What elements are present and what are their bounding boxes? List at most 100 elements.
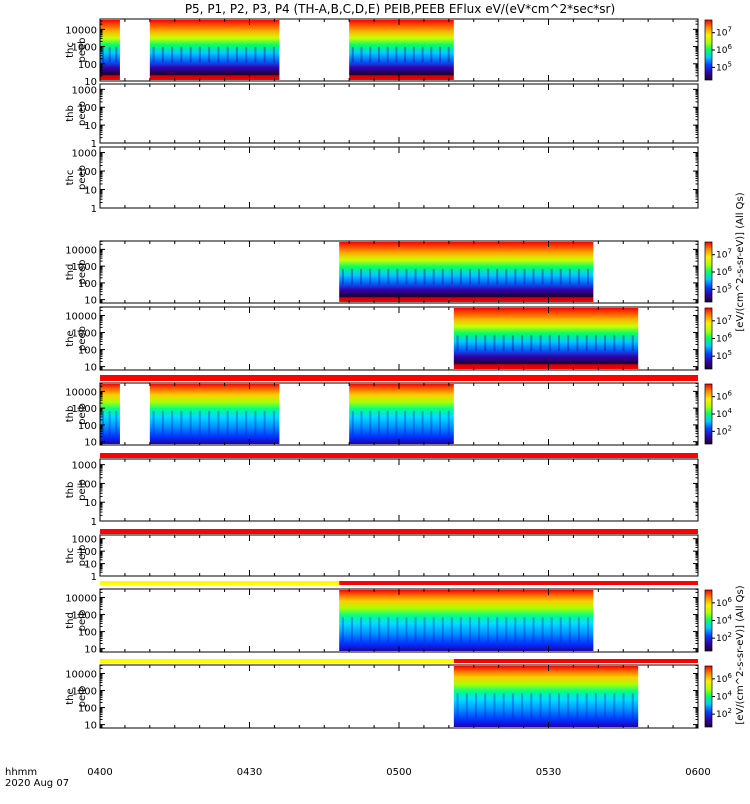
spectrogram-texture xyxy=(108,46,111,63)
spectrogram-texture xyxy=(115,410,118,436)
spectrogram-texture xyxy=(468,617,471,643)
spectrogram-texture xyxy=(613,335,616,352)
colorbar-label-ion: [eV/(cm^2-s-sr-eV)] (All Qs) xyxy=(735,585,746,724)
y-tick-label: 1000 xyxy=(72,611,97,622)
panel-label-product: peib xyxy=(77,686,88,708)
spectrogram-texture xyxy=(548,335,551,352)
spectrogram-texture xyxy=(622,335,625,352)
spectrogram-texture xyxy=(414,617,417,643)
panel-10-the-peib: 10 100 1000 10000 the peib 102 104 106 xyxy=(65,659,732,732)
spectrogram-texture xyxy=(161,410,164,436)
spectrogram-texture xyxy=(378,617,381,643)
spectrogram-texture xyxy=(502,693,505,719)
spectrogram-texture xyxy=(505,617,508,643)
spectrogram-texture xyxy=(180,46,183,63)
spectrogram-texture xyxy=(550,268,553,285)
spectrogram-texture xyxy=(171,410,174,436)
spectrogram-texture xyxy=(559,617,562,643)
spectrogram-texture xyxy=(351,46,354,63)
y-tick-label: 1000 xyxy=(72,535,97,546)
flag-bar-segment xyxy=(453,659,698,663)
spectrogram-texture xyxy=(171,46,174,63)
spectrogram-texture xyxy=(541,617,544,643)
colorbar-tick-label: 106 xyxy=(716,596,732,609)
spectrogram-texture xyxy=(568,617,571,643)
spectrogram-texture xyxy=(369,46,372,63)
colorbar-tick-label: 106 xyxy=(716,672,732,685)
spectrogram-texture xyxy=(254,410,257,436)
spectrogram-texture xyxy=(189,410,192,436)
spectrogram-texture xyxy=(404,46,407,63)
spectrogram-texture xyxy=(541,268,544,285)
spectrogram-texture xyxy=(567,335,570,352)
spectrogram-block xyxy=(339,242,594,302)
panel-label-probe: the xyxy=(65,330,76,346)
spectrogram-texture xyxy=(447,410,450,436)
spectrogram-texture xyxy=(523,268,526,285)
spectrogram-texture xyxy=(432,268,435,285)
spectrogram-texture xyxy=(502,335,505,352)
spectrogram-texture xyxy=(360,268,363,285)
colorbar-tick-label: 107 xyxy=(716,314,732,327)
colorbar-tick-label: 104 xyxy=(716,407,732,420)
y-tick-label: 100 xyxy=(78,421,97,432)
spectrogram-texture xyxy=(511,693,514,719)
spectrogram-texture xyxy=(341,268,344,285)
spectrogram-texture xyxy=(577,268,580,285)
panel-label-product: peib xyxy=(77,545,88,567)
spectrogram-texture xyxy=(622,693,625,719)
spectrogram-texture xyxy=(360,617,363,643)
spectrogram-texture xyxy=(539,335,542,352)
spectrogram-texture xyxy=(423,268,426,285)
colorbar-tick-label: 102 xyxy=(716,631,732,644)
y-tick-label: 1000 xyxy=(72,43,97,54)
spectrogram-block xyxy=(100,20,120,80)
y-tick-label: 1000 xyxy=(72,404,97,415)
y-tick-label: 1000 xyxy=(72,149,97,160)
y-tick-label: 100 xyxy=(78,60,97,71)
panel-1-thc-peeb: 10 100 1000 10000 thc peeb 105 106 107 xyxy=(65,18,732,88)
spectrogram-texture xyxy=(585,335,588,352)
y-tick-label: 10 xyxy=(84,721,97,732)
spectrogram-texture xyxy=(198,46,201,63)
colorbar-tick-label: 105 xyxy=(716,349,732,362)
spectrogram-block xyxy=(453,666,639,727)
colorbar-tick-label: 106 xyxy=(716,43,732,56)
spectrogram-texture xyxy=(217,46,220,63)
spectrogram-texture xyxy=(198,410,201,436)
spectrogram-texture xyxy=(208,46,211,63)
colorbar-tick-label: 107 xyxy=(716,26,732,39)
spectrogram-texture xyxy=(447,46,450,63)
spectrogram-block xyxy=(149,384,280,444)
spectrogram-texture xyxy=(484,335,487,352)
panel-frame xyxy=(99,534,699,577)
spectrogram-texture xyxy=(245,46,248,63)
y-tick-label: 1000 xyxy=(72,687,97,698)
panel-label-product: peeb xyxy=(77,326,88,351)
panel-3-thc-peeb: 1 10 100 1000 thc peeb xyxy=(65,146,699,215)
spectrogram-texture xyxy=(395,46,398,63)
x-tick-label: 0430 xyxy=(237,767,262,778)
spectrogram-texture xyxy=(235,46,238,63)
spectrogram-texture xyxy=(514,617,517,643)
spectrogram-texture xyxy=(559,268,562,285)
spectrogram-texture xyxy=(441,268,444,285)
spectrogram-texture xyxy=(152,410,155,436)
spectrogram-texture xyxy=(350,617,353,643)
spectrogram-texture xyxy=(594,335,597,352)
spectrogram-texture xyxy=(378,268,381,285)
spectrogram-texture xyxy=(377,46,380,63)
y-tick-label: 10 xyxy=(84,296,97,307)
spectrogram-texture xyxy=(387,617,390,643)
spectrogram-texture xyxy=(613,693,616,719)
panel-5-the-peeb: 10 100 1000 10000 the peeb 105 106 107 xyxy=(65,306,732,374)
spectrogram-texture xyxy=(539,693,542,719)
panel-label-product: peeb xyxy=(77,101,88,126)
spectrogram-texture xyxy=(586,617,589,643)
spectrogram-texture xyxy=(226,410,229,436)
spectrogram-texture xyxy=(487,268,490,285)
spectrogram-texture xyxy=(586,268,589,285)
panel-9-thd-peib: 10 100 1000 10000 thd peib 102 104 106 xyxy=(65,581,732,656)
spectrogram-texture xyxy=(568,268,571,285)
